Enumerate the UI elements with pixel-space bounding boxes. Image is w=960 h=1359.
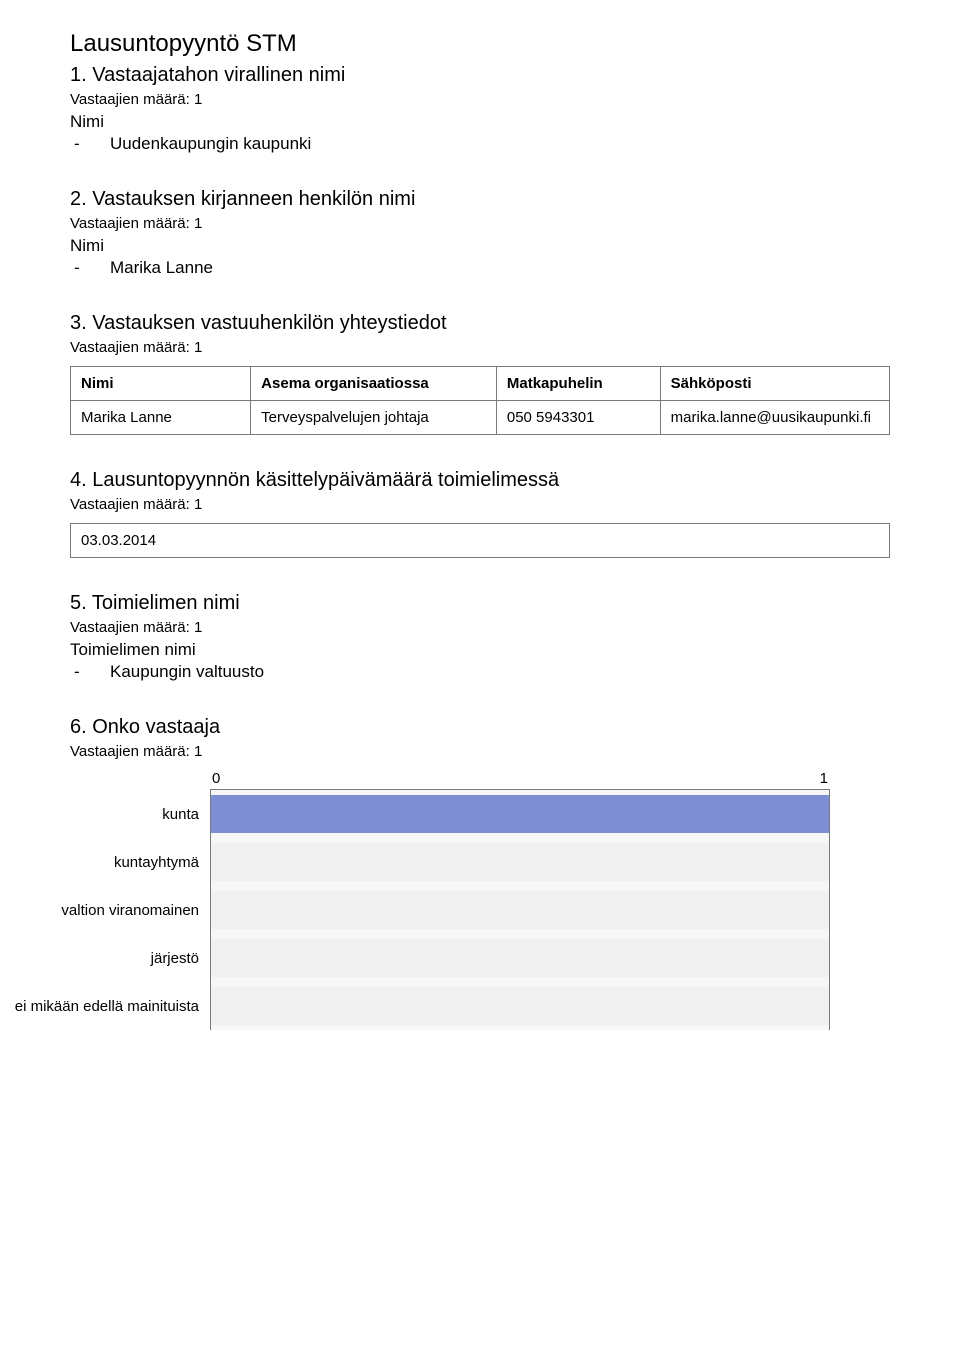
q6-bar-label: ei mikään edellä mainituista [15,998,199,1015]
q6-axis-max: 1 [820,770,828,787]
q6-bar-label: valtion viranomainen [61,902,199,919]
q6-bar-row: valtion viranomainen [211,886,829,934]
q6-bar-fill [211,795,829,833]
q1-field-label: Nimi [70,112,890,132]
document-title: Lausuntopyyntö STM [70,30,890,58]
q6-bar-row: kuntayhtymä [211,838,829,886]
q3-td-3: marika.lanne@uusikaupunki.fi [660,401,889,435]
q5-resp-count: Vastaajien määrä: 1 [70,619,890,636]
question-6: 6. Onko vastaaja Vastaajien määrä: 1 0 1… [70,716,890,1030]
q6-axis-min: 0 [212,770,220,787]
q6-title: 6. Onko vastaaja [70,716,890,739]
q1-title: 1. Vastaajatahon virallinen nimi [70,64,890,87]
q6-resp-count: Vastaajien määrä: 1 [70,743,890,760]
q3-th-3: Sähköposti [660,367,889,401]
q6-bar-track [211,843,829,881]
q6-bar-track [211,939,829,977]
question-1: 1. Vastaajatahon virallinen nimi Vastaaj… [70,64,890,154]
q3-th-1: Asema organisaatiossa [251,367,497,401]
q2-value: Marika Lanne [110,258,213,277]
q6-bar-row: ei mikään edellä mainituista [211,982,829,1030]
q5-title: 5. Toimielimen nimi [70,592,890,615]
q6-bar-row: kunta [211,790,829,838]
q6-chart-body: kuntakuntayhtymävaltion viranomainenjärj… [210,789,830,1030]
question-2: 2. Vastauksen kirjanneen henkilön nimi V… [70,188,890,278]
q6-chart: 0 1 kuntakuntayhtymävaltion viranomainen… [210,770,830,1030]
question-4: 4. Lausuntopyynnön käsittelypäivämäärä t… [70,469,890,558]
q6-bar-label: järjestö [151,950,199,967]
q3-th-2: Matkapuhelin [496,367,660,401]
q6-bar-track [211,795,829,833]
q1-value: Uudenkaupungin kaupunki [110,134,311,153]
q2-dash: - [70,258,110,278]
q2-answer: -Marika Lanne [70,258,890,278]
q3-td-2: 050 5943301 [496,401,660,435]
q6-bar-label: kunta [162,806,199,823]
q5-answer: -Kaupungin valtuusto [70,662,890,682]
q3-table: Nimi Asema organisaatiossa Matkapuhelin … [70,366,890,435]
q3-resp-count: Vastaajien määrä: 1 [70,339,890,356]
q6-bar-track [211,891,829,929]
q4-title: 4. Lausuntopyynnön käsittelypäivämäärä t… [70,469,890,492]
q5-value: Kaupungin valtuusto [110,662,264,681]
question-3: 3. Vastauksen vastuuhenkilön yhteystiedo… [70,312,890,435]
q6-bar-row: järjestö [211,934,829,982]
q3-data-row: Marika Lanne Terveyspalvelujen johtaja 0… [71,401,890,435]
q4-resp-count: Vastaajien määrä: 1 [70,496,890,513]
q2-title: 2. Vastauksen kirjanneen henkilön nimi [70,188,890,211]
q4-value-box: 03.03.2014 [70,523,890,558]
q2-resp-count: Vastaajien määrä: 1 [70,215,890,232]
q6-axis: 0 1 [210,770,830,789]
q1-answer: -Uudenkaupungin kaupunki [70,134,890,154]
q5-field-label: Toimielimen nimi [70,640,890,660]
question-5: 5. Toimielimen nimi Vastaajien määrä: 1 … [70,592,890,682]
q2-field-label: Nimi [70,236,890,256]
q6-bar-track [211,987,829,1025]
q3-td-1: Terveyspalvelujen johtaja [251,401,497,435]
q5-dash: - [70,662,110,682]
q6-bar-label: kuntayhtymä [114,854,199,871]
q3-header-row: Nimi Asema organisaatiossa Matkapuhelin … [71,367,890,401]
q3-td-0: Marika Lanne [71,401,251,435]
q3-title: 3. Vastauksen vastuuhenkilön yhteystiedo… [70,312,890,335]
q1-dash: - [70,134,110,154]
q3-th-0: Nimi [71,367,251,401]
q1-resp-count: Vastaajien määrä: 1 [70,91,890,108]
